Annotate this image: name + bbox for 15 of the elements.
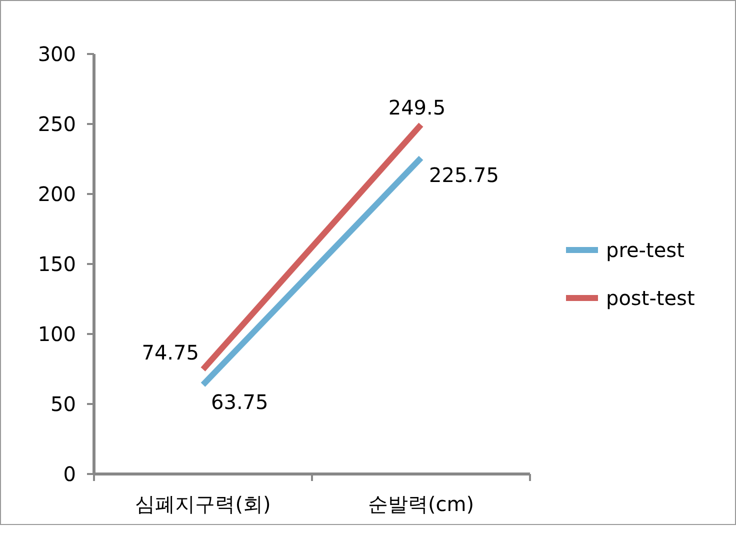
y-tick-label: 100 — [38, 322, 76, 346]
data-label: 225.75 — [429, 162, 499, 187]
legend-label: pre-test — [606, 238, 685, 262]
y-tick-label: 150 — [38, 252, 76, 276]
y-tick-label: 0 — [63, 462, 76, 486]
data-label: 74.75 — [142, 340, 199, 364]
y-tick-label: 250 — [38, 112, 76, 136]
data-label: 63.75 — [211, 390, 268, 414]
y-tick-label: 50 — [50, 392, 76, 416]
x-tick-label: 순발력(cm) — [368, 492, 474, 516]
data-label: 249.5 — [388, 96, 446, 120]
y-tick-label: 200 — [38, 182, 76, 206]
y-tick-label: 300 — [38, 42, 76, 66]
x-tick-label: 심폐지구력(회) — [135, 492, 271, 516]
legend-label: post-test — [606, 286, 695, 310]
